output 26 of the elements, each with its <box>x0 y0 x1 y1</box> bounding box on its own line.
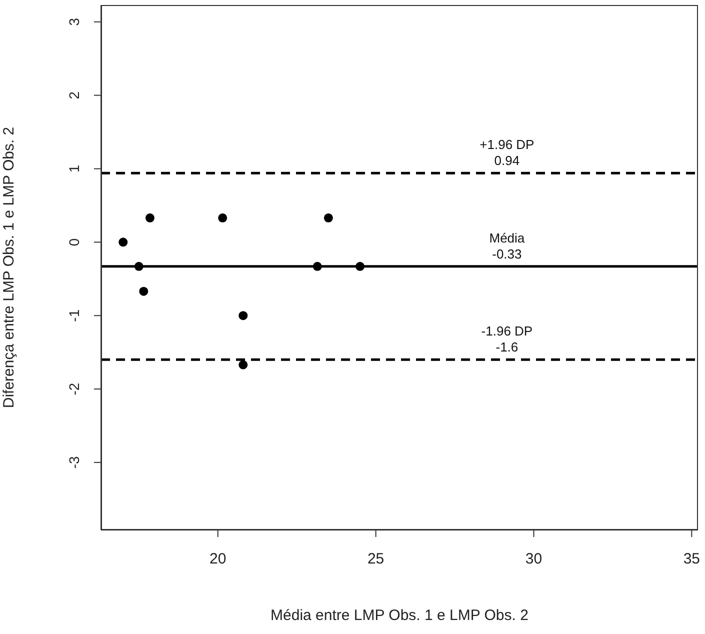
y-tick-label: 3 <box>66 18 82 26</box>
ref-line-label: -1.96 DP -1.6 <box>481 324 533 355</box>
y-tick-label: 0 <box>66 238 82 246</box>
ref-line-label: +1.96 DP 0.94 <box>480 137 534 168</box>
ref-line-label: Média -0.33 <box>489 230 526 262</box>
point <box>118 238 128 247</box>
point <box>324 213 333 222</box>
y-tick-label: -3 <box>66 456 82 469</box>
point <box>356 262 365 271</box>
point <box>134 262 144 271</box>
x-tick-label: 30 <box>525 550 542 568</box>
y-tick-label: -2 <box>66 382 82 396</box>
y-axis-title: Diferença entre LMP Obs. 1 e LMP Obs. 2 <box>0 126 18 408</box>
point <box>238 360 248 370</box>
point <box>218 213 228 222</box>
y-tick-label: -1 <box>66 309 82 322</box>
point <box>139 286 148 296</box>
x-tick-label: 20 <box>210 550 226 568</box>
x-tick-label: 25 <box>367 550 384 568</box>
x-tick-label: 35 <box>683 550 700 568</box>
point <box>312 262 322 271</box>
point <box>238 311 248 320</box>
point <box>145 213 154 222</box>
y-tick-label: 1 <box>66 164 82 173</box>
x-axis-title: Média entre LMP Obs. 1 e LMP Obs. 2 <box>270 607 528 624</box>
y-tick-label: 2 <box>66 91 82 100</box>
